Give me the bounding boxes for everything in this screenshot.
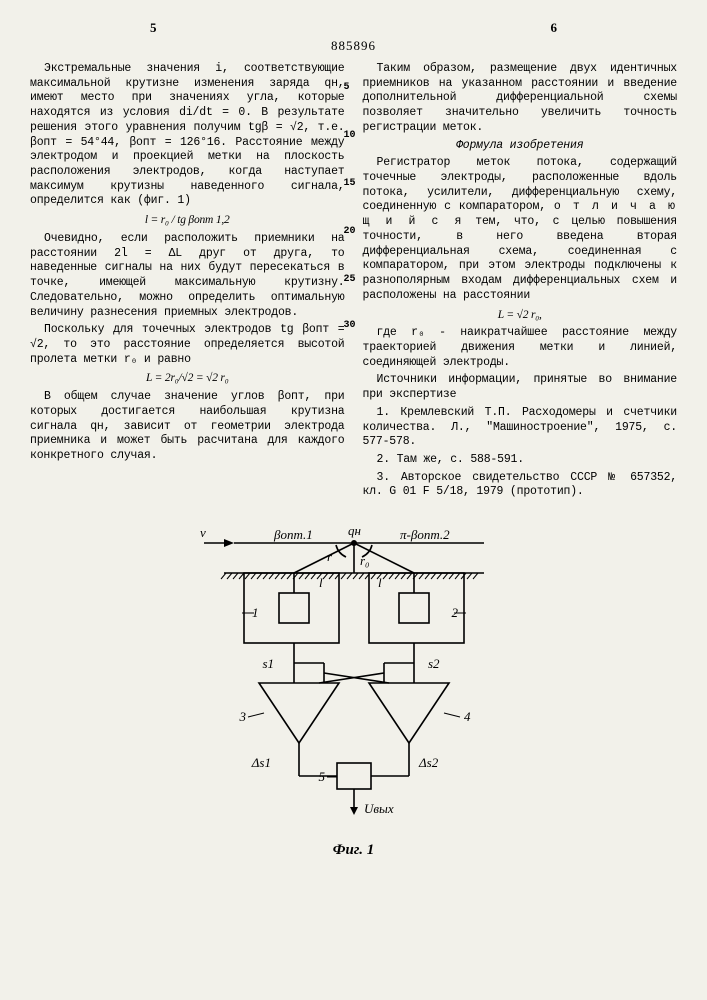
svg-text:4: 4 (464, 709, 471, 724)
svg-text:3: 3 (238, 709, 246, 724)
left-p4: В общем случае значение углов βопт, при … (30, 390, 345, 464)
svg-text:s2: s2 (428, 656, 440, 671)
ref-2: 2. Там же, с. 588-591. (363, 453, 678, 468)
marker-25: 25 (344, 274, 356, 285)
page-right-num: 6 (551, 20, 558, 36)
marker-5: 5 (344, 82, 350, 93)
svg-text:βопт.1: βопт.1 (273, 527, 313, 542)
figure-caption: Фиг. 1 (30, 842, 677, 859)
right-column: Таким образом, размещение двух идентичны… (363, 62, 678, 503)
svg-text:l: l (319, 575, 323, 590)
marker-20: 20 (344, 226, 356, 237)
svg-text:Δs1: Δs1 (250, 755, 270, 770)
svg-text:s1: s1 (262, 656, 274, 671)
marker-15: 15 (344, 178, 356, 189)
right-p3: где r₀ - наикратчайшее расстояние между … (363, 326, 678, 370)
svg-text:Δs2: Δs2 (418, 755, 439, 770)
svg-text:Uвых: Uвых (364, 801, 394, 816)
figure-1: vβопт.1qнπ-βопт.2rr₀ll12s1s234Δs1Δs25Uвы… (30, 513, 677, 859)
formula-2: L = 2r₀/√2 = √2 r₀ (30, 371, 345, 386)
formula-1: l = r₀ / tg βопт 1,2 (30, 213, 345, 228)
formula-title: Формула изобретения (363, 139, 678, 154)
svg-text:r: r (326, 549, 332, 564)
right-p2: Регистратор меток потока, содержащий точ… (363, 156, 678, 303)
marker-10: 10 (344, 130, 356, 141)
svg-text:r₀: r₀ (360, 553, 370, 568)
formula-3: L = √2 r₀, (363, 308, 678, 323)
left-column: Экстремальные значения i, соответствующи… (30, 62, 345, 503)
right-p1: Таким образом, размещение двух идентичны… (363, 62, 678, 136)
svg-text:5: 5 (318, 769, 325, 784)
document-number: 885896 (30, 38, 677, 54)
svg-text:v: v (200, 525, 206, 540)
right-p4: Источники информации, принятые во вниман… (363, 373, 678, 402)
svg-text:qн: qн (348, 523, 361, 538)
svg-text:l: l (378, 575, 382, 590)
page-left-num: 5 (150, 20, 157, 36)
svg-text:π-βопт.2: π-βопт.2 (400, 527, 450, 542)
ref-3: 3. Авторское свидетельство СССР № 657352… (363, 471, 678, 500)
figure-svg: vβопт.1qнπ-βопт.2rr₀ll12s1s234Δs1Δs25Uвы… (164, 513, 544, 833)
left-p2: Очевидно, если расположить приемники на … (30, 232, 345, 320)
ref-1: 1. Кремлевский Т.П. Расходомеры и счетчи… (363, 406, 678, 450)
marker-30: 30 (344, 320, 356, 331)
left-p1: Экстремальные значения i, соответствующи… (30, 62, 345, 209)
left-p3: Поскольку для точечных электродов tg βоп… (30, 323, 345, 367)
